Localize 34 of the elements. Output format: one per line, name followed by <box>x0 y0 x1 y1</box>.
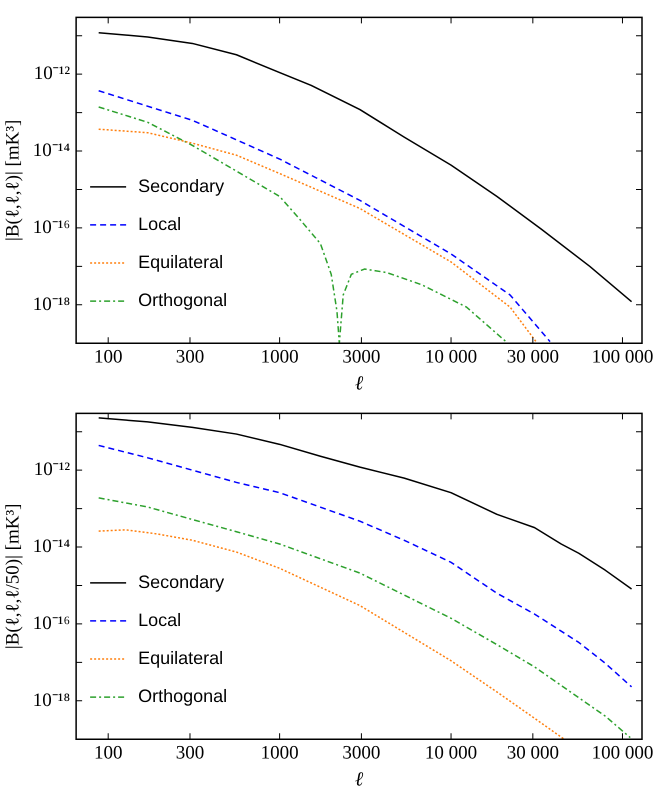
x-tick-label: 100 000 <box>592 346 654 368</box>
y-tick-label: 10⁻¹⁴ <box>32 140 70 162</box>
y-axis-title: |B(ℓ,ℓ,ℓ)| [mK³] <box>2 120 24 241</box>
x-axis-title: ℓ <box>354 372 364 394</box>
legend-label: Secondary <box>138 176 224 196</box>
x-tick-label: 3000 <box>342 346 380 368</box>
x-tick-label: 100 <box>94 742 122 764</box>
y-tick-label: 10⁻¹⁴ <box>32 536 70 558</box>
x-tick-label: 300 <box>176 346 204 368</box>
legend-label: Equilateral <box>138 252 224 272</box>
x-tick-label: 3000 <box>342 742 380 764</box>
x-tick-label: 1000 <box>260 346 299 368</box>
y-tick-label: 10⁻¹⁶ <box>32 216 70 238</box>
x-tick-label: 300 <box>176 742 204 764</box>
legend-label: Orthogonal <box>138 686 228 706</box>
y-tick-label: 10⁻¹² <box>34 63 70 84</box>
y-tick-label: 10⁻¹⁸ <box>32 294 70 315</box>
x-tick-label: 30 000 <box>506 346 559 368</box>
x-tick-label: 10 000 <box>424 742 478 764</box>
y-tick-label: 10⁻¹⁶ <box>32 612 70 634</box>
x-axis-title: ℓ <box>354 768 364 790</box>
x-tick-label: 10 000 <box>424 346 478 368</box>
legend-label: Local <box>138 610 182 630</box>
x-tick-label: 30 000 <box>506 742 559 764</box>
x-tick-label: 100 <box>94 346 122 368</box>
legend-label: Orthogonal <box>138 290 228 310</box>
legend-label: Secondary <box>138 572 224 592</box>
legend-label: Equilateral <box>138 648 224 668</box>
x-tick-label: 1000 <box>260 742 299 764</box>
x-tick-label: 100 000 <box>592 742 654 764</box>
legend-label: Local <box>138 214 182 234</box>
y-tick-label: 10⁻¹² <box>34 459 70 480</box>
y-axis-title: |B(ℓ,ℓ,ℓ/50)| [mK³] <box>2 503 24 650</box>
y-tick-label: 10⁻¹⁸ <box>32 690 70 711</box>
